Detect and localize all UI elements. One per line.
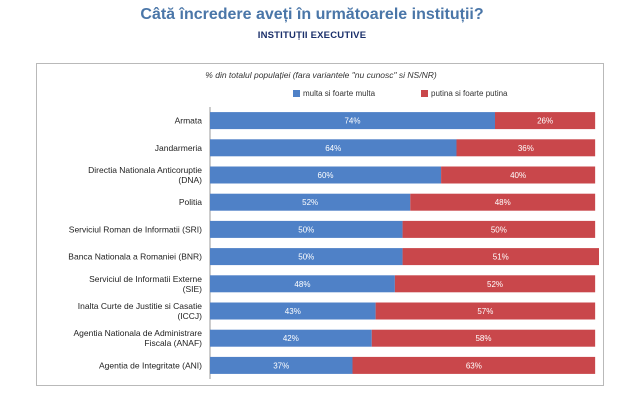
bar-multa — [210, 112, 496, 130]
legend-swatch-putina — [421, 90, 428, 97]
bar-chart: Armata 74% 26% Jandarmeria 64% 36% Directia Na… — [68, 107, 599, 379]
category-label: Jandarmeria — [155, 143, 203, 153]
data-label-multa: 50% — [298, 225, 314, 234]
bar-putina — [352, 356, 596, 374]
category-label: Agentia Nationala de Administrare Fiscala… — [73, 328, 202, 348]
legend-item-multa: multa si foarte multa — [293, 89, 375, 98]
bar-multa — [210, 166, 442, 184]
bar-putina — [394, 275, 596, 293]
bar-multa — [210, 356, 353, 374]
data-label-putina: 40% — [510, 171, 526, 180]
bar-putina — [371, 329, 596, 347]
data-label-multa: 43% — [285, 307, 301, 316]
category-label: Directia Nationala Anticoruptie (DNA) — [88, 165, 202, 185]
bar-putina — [441, 166, 596, 184]
data-label-multa: 60% — [318, 171, 334, 180]
data-label-multa: 52% — [302, 198, 318, 207]
data-label-multa: 37% — [273, 361, 289, 370]
chart-panel: % din totalul populației (fara variantel… — [36, 63, 604, 386]
bar-putina — [402, 220, 596, 238]
data-label-multa: 50% — [298, 253, 314, 262]
category-label: Politia — [179, 197, 202, 207]
data-label-multa: 48% — [294, 280, 310, 289]
data-label-putina: 26% — [537, 117, 553, 126]
data-label-multa: 74% — [344, 117, 360, 126]
bar-multa — [210, 139, 457, 157]
chart-subtitle: INSTITUȚII EXECUTIVE — [257, 30, 367, 41]
data-label-putina: 51% — [493, 253, 509, 262]
data-label-putina: 52% — [487, 280, 503, 289]
legend-label-multa: multa si foarte multa — [303, 89, 376, 98]
data-label-putina: 63% — [466, 361, 482, 370]
category-label: Serviciul Roman de Informatii (SRI) — [69, 224, 202, 234]
data-label-putina: 57% — [477, 307, 493, 316]
legend: multa si foarte multa putina si foarte p… — [37, 89, 605, 101]
bar-multa — [210, 220, 403, 238]
data-label-multa: 42% — [283, 334, 299, 343]
data-label-putina: 50% — [491, 225, 507, 234]
legend-item-putina: putina si foarte putina — [421, 89, 508, 98]
bar-putina — [456, 139, 596, 157]
bar-multa — [210, 302, 376, 320]
chart-title: Câtă încredere aveți în următoarele inst… — [140, 6, 484, 23]
category-label: Agentia de Integritate (ANI) — [99, 360, 202, 370]
category-label: Armata — [175, 116, 203, 126]
data-label-putina: 48% — [495, 198, 511, 207]
category-label: Inalta Curte de Justitie si Casatie (ICCJ… — [78, 301, 203, 321]
bar-putina — [375, 302, 596, 320]
legend-swatch-multa — [293, 90, 300, 97]
data-label-putina: 58% — [475, 334, 491, 343]
chart-note: % din totalul populației (fara variantel… — [205, 70, 437, 80]
bar-putina — [495, 112, 596, 130]
bar-putina — [402, 248, 599, 266]
category-label: Banca Nationala a Romaniei (BNR) — [68, 252, 202, 262]
data-label-multa: 64% — [325, 144, 341, 153]
data-label-putina: 36% — [518, 144, 534, 153]
bar-multa — [210, 193, 411, 211]
bar-multa — [210, 329, 372, 347]
bar-putina — [410, 193, 596, 211]
bar-multa — [210, 275, 395, 293]
category-label: Serviciul de Informatii Externe (SIE) — [89, 274, 202, 294]
legend-label-putina: putina si foarte putina — [431, 89, 508, 98]
bar-multa — [210, 248, 403, 266]
